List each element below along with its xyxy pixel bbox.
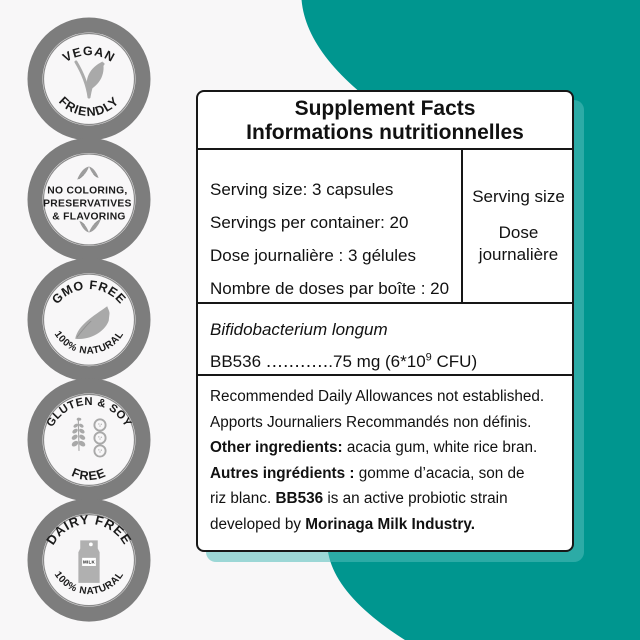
svg-text:VEGAN: VEGAN — [60, 44, 117, 65]
svg-text:FREE: FREE — [70, 465, 108, 483]
svg-text:NO COLORING, PRESERVAT: NO COLORING, PRESERVATIVES & FLAVORING — [43, 186, 135, 223]
